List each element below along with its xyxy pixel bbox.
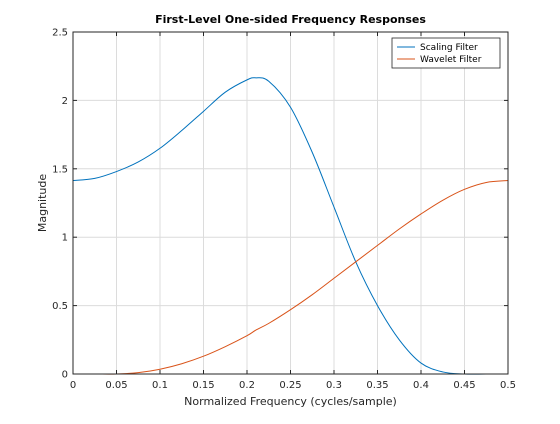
y-tick-label: 2.5	[52, 28, 68, 39]
y-tick-label: 1	[62, 233, 68, 244]
x-tick-label: 0.2	[239, 380, 255, 391]
ticks	[72, 31, 509, 375]
legend: Scaling Filter Wavelet Filter	[391, 37, 501, 69]
legend-label-scaling-filter: Scaling Filter	[420, 43, 478, 53]
wavelet-filter-line	[72, 180, 509, 375]
y-tick-label: 2	[62, 96, 68, 107]
y-tick-label: 0	[62, 370, 68, 381]
x-tick-label: 0	[70, 380, 76, 391]
x-tick-label: 0.1	[152, 380, 168, 391]
y-tick-label: 1.5	[52, 164, 68, 175]
y-tick-label: 0.5	[52, 301, 68, 312]
scaling-filter-line	[72, 77, 509, 375]
series-layer	[72, 77, 509, 375]
legend-label-wavelet-filter: Wavelet Filter	[420, 55, 482, 65]
y-axis-title: Magnitude	[36, 174, 49, 233]
x-tick-label: 0.35	[366, 380, 388, 391]
x-tick-label: 0.3	[326, 380, 342, 391]
x-tick-label: 0.15	[192, 380, 214, 391]
x-tick-label: 0.25	[279, 380, 301, 391]
x-tick-label: 0.5	[500, 380, 516, 391]
x-axis-title: Normalized Frequency (cycles/sample)	[184, 395, 397, 408]
legend-box	[391, 37, 501, 69]
tick-labels: 0 0.05 0.1 0.15 0.2 0.25 0.3 0.35 0.4 0.45 0.5 0 0.5…	[52, 28, 516, 392]
x-tick-label: 0.45	[453, 380, 475, 391]
x-tick-label: 0.05	[105, 380, 127, 391]
chart-title: First-Level One-sided Frequency Response…	[155, 13, 426, 26]
x-tick-label: 0.4	[413, 380, 429, 391]
